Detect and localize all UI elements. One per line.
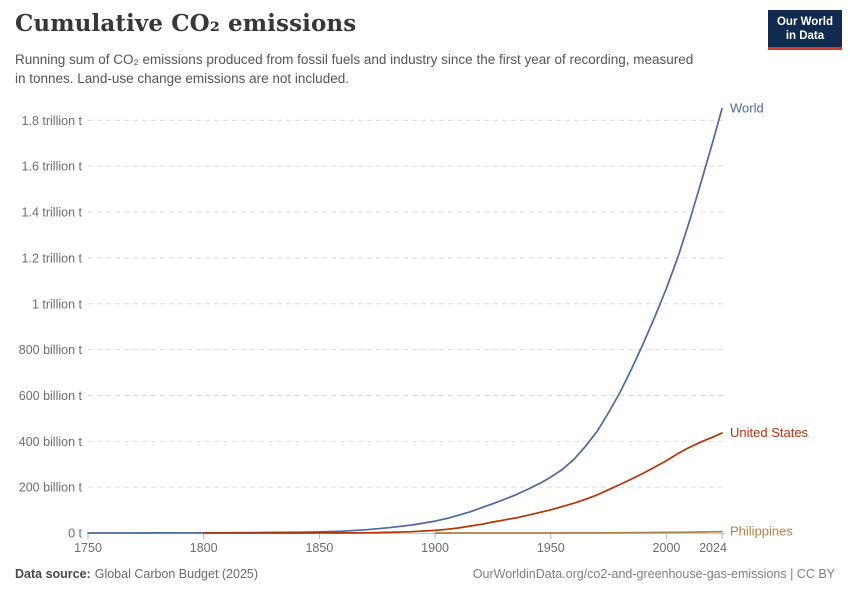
series-label-philippines[interactable]: Philippines xyxy=(730,524,793,539)
y-axis-tick-label: 800 billion t xyxy=(19,343,83,357)
y-axis-tick-label: 1 trillion t xyxy=(32,297,83,311)
chart-title: Cumulative CO₂ emissions xyxy=(15,10,357,37)
x-axis-tick-label: 1800 xyxy=(190,541,218,555)
y-axis-tick-label: 600 billion t xyxy=(19,389,83,403)
data-source-label: Data source: xyxy=(15,567,91,581)
y-axis-tick-label: 1.6 trillion t xyxy=(22,160,83,174)
data-source-line: Data source: Global Carbon Budget (2025) xyxy=(15,567,258,581)
attribution-link[interactable]: OurWorldinData.org/co2-and-greenhouse-ga… xyxy=(472,567,835,581)
y-axis-tick-label: 1.2 trillion t xyxy=(22,251,83,265)
series-label-world[interactable]: World xyxy=(730,101,764,116)
data-source-value: Global Carbon Budget (2025) xyxy=(94,567,259,581)
x-axis-tick-label: 1950 xyxy=(537,541,565,555)
series-line-world[interactable] xyxy=(87,107,723,534)
owid-logo-line1: Our World xyxy=(776,16,833,28)
chart-subtitle: Running sum of CO₂ emissions produced fr… xyxy=(15,52,694,86)
series-label-united-states[interactable]: United States xyxy=(730,425,809,440)
x-axis-tick-label: 1750 xyxy=(74,541,102,555)
x-axis-tick-label: 1900 xyxy=(421,541,449,555)
chart-footer: Data source: Global Carbon Budget (2025) … xyxy=(15,567,835,581)
y-axis-tick-label: 200 billion t xyxy=(19,481,83,495)
x-axis-tick-label: 2024 xyxy=(699,541,727,555)
y-axis-tick-label: 1.8 trillion t xyxy=(22,114,83,128)
y-axis-tick-label: 0 t xyxy=(68,527,82,541)
y-axis-tick-label: 400 billion t xyxy=(19,435,83,449)
owid-logo[interactable]: Our World in Data xyxy=(767,10,842,50)
x-axis-tick-label: 2000 xyxy=(653,541,681,555)
owid-logo-line2: in Data xyxy=(785,30,825,42)
series-line-philippines[interactable] xyxy=(434,530,723,534)
series-line-united-states[interactable] xyxy=(202,432,723,534)
x-axis-tick-label: 1850 xyxy=(305,541,333,555)
y-axis-tick-label: 1.4 trillion t xyxy=(22,206,83,220)
